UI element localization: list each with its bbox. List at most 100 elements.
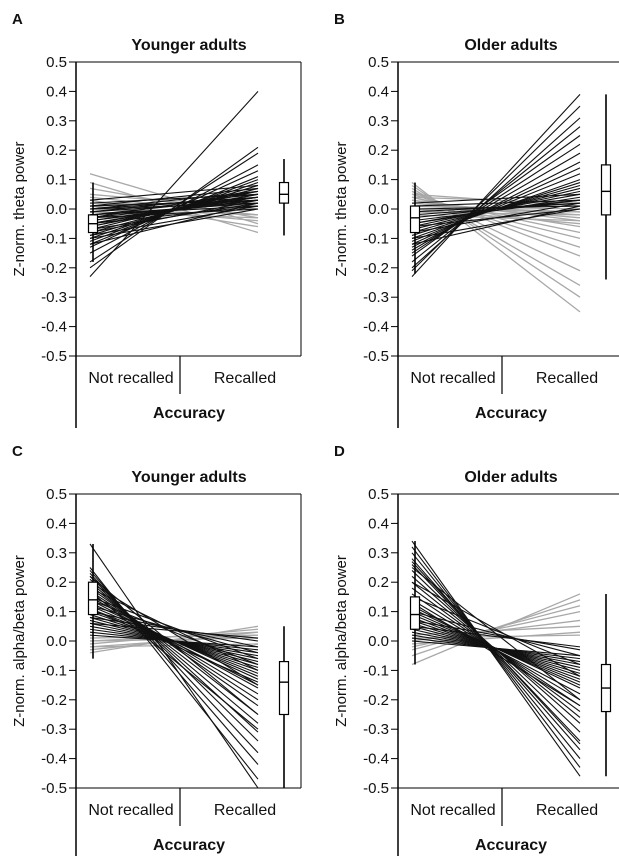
x-category-not-recalled: Not recalled: [410, 802, 495, 819]
subject-line-majority: [411, 552, 581, 759]
subject-line-majority: [89, 205, 259, 225]
y-tick-labels: 0.5 0.4 0.3 0.2 0.1 0.0 -0.1 -0.2 -0.3 -0.4 -0.5: [363, 54, 398, 365]
chart-title: Older adults: [464, 37, 557, 54]
y-tick-label: -0.5: [41, 348, 67, 365]
subject-line-majority: [411, 602, 581, 707]
panel-a: A Younger adults Z-norm. theta power Acc…: [11, 11, 302, 428]
panel-d: D Older adults Z-norm. alpha/beta power …: [333, 443, 619, 856]
x-category-recalled: Recalled: [536, 802, 598, 819]
boxplot-not-recalled-box: [87, 581, 99, 616]
subject-line-majority: [411, 570, 581, 733]
y-tick-label: 0.1: [46, 172, 67, 189]
y-tick-label: 0.0: [368, 633, 389, 650]
panel-letter: C: [12, 443, 23, 460]
subject-line-majority: [411, 581, 581, 677]
y-axis-label: Z-norm. alpha/beta power: [11, 555, 28, 727]
y-tick-label: 0.4: [46, 515, 67, 532]
y-tick-label: -0.1: [41, 662, 67, 679]
subject-line-majority: [411, 117, 581, 269]
subject-line-majority: [89, 152, 259, 263]
y-axis-label: Z-norm. theta power: [333, 141, 350, 276]
subject-line-majority: [411, 208, 581, 228]
subject-line-majority: [89, 184, 259, 201]
subject-line-majority: [411, 561, 581, 745]
y-tick-label: 0.1: [368, 172, 389, 189]
plot-area: [397, 61, 619, 428]
y-tick-labels: 0.5 0.4 0.3 0.2 0.1 0.0 -0.1 -0.2 -0.3 -0.4 -0.5: [363, 486, 398, 797]
plot-area: [397, 493, 619, 856]
x-category-recalled: Recalled: [536, 370, 598, 387]
y-tick-label: 0.2: [368, 574, 389, 591]
subject-line-majority: [411, 611, 581, 657]
subject-line-minority: [89, 193, 259, 210]
y-tick-label: -0.2: [363, 692, 389, 709]
x-category-not-recalled: Not recalled: [410, 370, 495, 387]
subject-line-majority: [89, 205, 259, 216]
subject-line-majority: [411, 135, 581, 257]
x-axis-label: Accuracy: [475, 405, 547, 422]
subject-line-majority: [411, 546, 581, 768]
y-tick-label: -0.1: [363, 230, 389, 247]
y-tick-label: -0.1: [363, 662, 389, 679]
subject-line-majority: [411, 193, 581, 204]
y-tick-label: -0.1: [41, 230, 67, 247]
y-tick-labels: 0.5 0.4 0.3 0.2 0.1 0.0 -0.1 -0.2 -0.3 -0.4 -0.5: [41, 54, 76, 365]
y-tick-label: -0.2: [41, 260, 67, 277]
subject-line-minority: [411, 208, 581, 225]
boxplot-recalled-box: [278, 660, 290, 716]
subject-line-majority: [89, 543, 259, 789]
subject-line-majority: [89, 590, 259, 730]
x-category-recalled: Recalled: [214, 802, 276, 819]
panel-letter: D: [334, 443, 345, 460]
subject-line-majority: [89, 622, 259, 639]
x-category-not-recalled: Not recalled: [88, 802, 173, 819]
subject-line-majority: [89, 193, 259, 204]
subject-line-majority: [89, 596, 259, 660]
chart-title: Older adults: [464, 469, 557, 486]
chart-title: Younger adults: [131, 469, 246, 486]
boxplot-recalled-box: [278, 181, 290, 204]
y-tick-label: 0.2: [46, 142, 67, 159]
panel-b: B Older adults Z-norm. theta power Accur…: [333, 11, 619, 428]
panel-c: C Younger adults Z-norm. alpha/beta powe…: [11, 443, 302, 856]
boxplot-not-recalled-box: [409, 205, 421, 234]
subject-line-majority: [411, 596, 581, 666]
y-tick-label: -0.4: [363, 319, 389, 336]
y-tick-label: -0.3: [363, 721, 389, 738]
panel-letter: A: [12, 11, 23, 28]
y-tick-label: -0.2: [41, 692, 67, 709]
y-axis-label: Z-norm. theta power: [11, 141, 28, 276]
subject-line-majority: [89, 199, 259, 207]
y-tick-label: 0.1: [368, 604, 389, 621]
y-tick-label: 0.4: [46, 83, 67, 100]
subject-line-majority: [89, 187, 259, 207]
y-tick-label: -0.2: [363, 260, 389, 277]
x-axis-label: Accuracy: [153, 405, 225, 422]
y-tick-label: 0.5: [368, 54, 389, 71]
subject-line-majority: [89, 208, 259, 239]
plot-area: [75, 493, 302, 856]
subject-line-majority: [89, 581, 259, 724]
y-tick-label: 0.3: [46, 545, 67, 562]
y-tick-label: -0.5: [363, 348, 389, 365]
y-tick-label: 0.0: [368, 201, 389, 218]
subject-line-majority: [411, 619, 581, 651]
subject-line-majority: [411, 208, 581, 239]
plot-area: [75, 61, 302, 428]
panel-letter: B: [334, 11, 345, 28]
subject-line-majority: [411, 167, 581, 245]
subject-line-majority: [89, 575, 259, 742]
y-tick-label: 0.3: [368, 545, 389, 562]
y-tick-label: -0.4: [41, 751, 67, 768]
boxplot-not-recalled-box: [409, 596, 421, 630]
y-tick-label: -0.4: [41, 319, 67, 336]
y-tick-label: -0.3: [41, 721, 67, 738]
y-tick-label: 0.2: [46, 574, 67, 591]
y-tick-label: 0.2: [368, 142, 389, 159]
subject-line-majority: [89, 208, 259, 219]
subject-line-minority: [89, 637, 259, 642]
subject-line-majority: [89, 190, 259, 210]
y-tick-label: 0.1: [46, 604, 67, 621]
subject-line-minority: [89, 631, 259, 642]
